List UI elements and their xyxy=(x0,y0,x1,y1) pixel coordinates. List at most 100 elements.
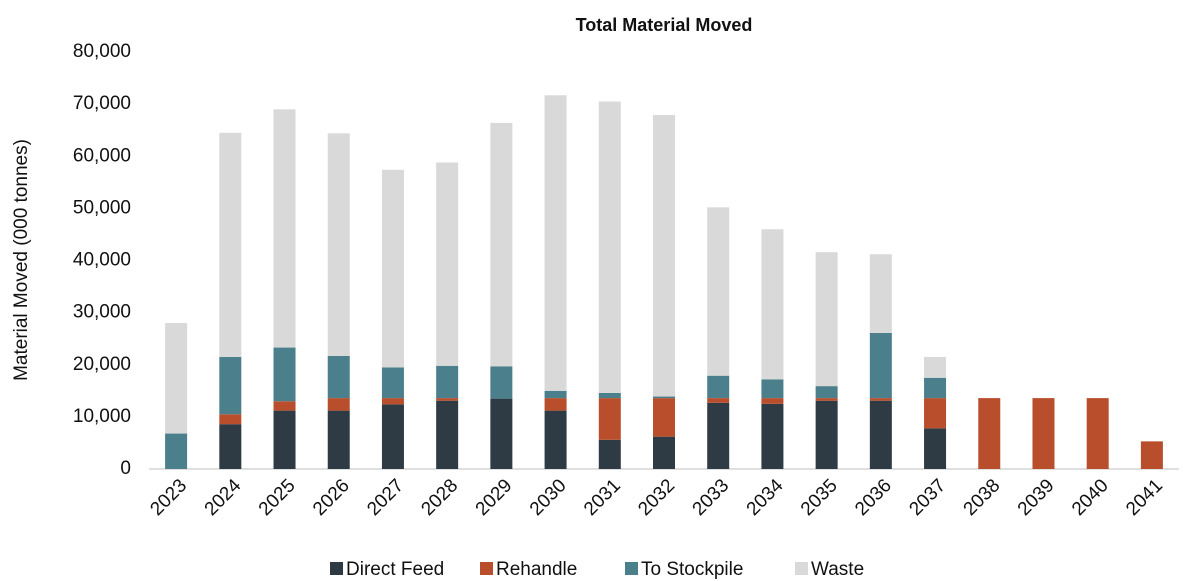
bar-segment xyxy=(490,398,513,469)
x-tick-label: 2031 xyxy=(580,475,625,520)
bar-segment xyxy=(598,439,621,469)
bar-segment xyxy=(653,115,675,397)
bar-segment xyxy=(924,356,947,378)
bar-segment xyxy=(707,402,730,469)
bar-segment xyxy=(598,101,621,393)
bar-segment xyxy=(490,122,513,367)
bar-segment xyxy=(761,229,784,380)
bar-segment xyxy=(381,169,404,368)
bar-segment xyxy=(707,375,730,399)
legend-label: Waste xyxy=(811,559,864,580)
y-tick-label: 50,000 xyxy=(73,197,131,218)
y-tick-label: 70,000 xyxy=(73,93,131,114)
x-tick-label: 2039 xyxy=(1014,475,1059,520)
bar-segment xyxy=(273,401,296,411)
bar-segment xyxy=(273,109,296,348)
bar-segment xyxy=(165,433,188,469)
bar-segment xyxy=(1140,441,1163,469)
bar-segment xyxy=(219,132,242,357)
y-tick-label: 20,000 xyxy=(73,354,131,375)
bar-segment xyxy=(707,207,730,376)
bar-segment xyxy=(381,404,404,469)
y-tick-label: 80,000 xyxy=(73,41,131,62)
x-tick-label: 2040 xyxy=(1068,475,1113,520)
x-tick-label: 2035 xyxy=(797,475,842,520)
bar-segment xyxy=(219,414,242,425)
bar-segment xyxy=(707,398,730,403)
bar-segment xyxy=(544,410,567,469)
legend-swatch xyxy=(330,562,343,575)
bar-segment xyxy=(869,254,892,333)
bar-segment xyxy=(436,162,459,366)
bar-segment xyxy=(815,252,838,387)
chart-title: Total Material Moved xyxy=(576,15,753,35)
legend-label: Direct Feed xyxy=(346,559,444,580)
x-tick-label: 2025 xyxy=(255,475,300,520)
bar-segment xyxy=(653,396,675,399)
x-tick-label: 2032 xyxy=(634,475,679,520)
bar-segment xyxy=(924,398,947,429)
bar-segment xyxy=(436,398,459,401)
bar-segment xyxy=(978,398,1001,469)
bar-segment xyxy=(924,377,947,399)
bar-segment xyxy=(869,332,892,399)
y-tick-label: 10,000 xyxy=(73,406,131,427)
bar-segment xyxy=(327,398,350,411)
bar-segment xyxy=(273,347,296,402)
bar-segment xyxy=(869,398,892,401)
bar-segment xyxy=(381,367,404,399)
bar-segment xyxy=(1032,398,1055,469)
x-tick-label: 2027 xyxy=(363,475,408,520)
x-tick-label: 2024 xyxy=(201,475,246,520)
bar-segment xyxy=(219,424,242,469)
bar-segment xyxy=(598,398,621,440)
bar-segment xyxy=(165,323,188,434)
bar-segment xyxy=(815,386,838,399)
x-tick-label: 2026 xyxy=(309,475,354,520)
x-tick-label: 2034 xyxy=(743,475,788,520)
bar-segment xyxy=(869,400,892,469)
legend-swatch xyxy=(625,562,638,575)
bar-segment xyxy=(653,436,675,469)
legend-label: Rehandle xyxy=(496,559,577,580)
bar-segment xyxy=(815,400,838,469)
x-tick-label: 2029 xyxy=(472,475,517,520)
bar-segment xyxy=(436,400,459,469)
y-tick-label: 30,000 xyxy=(73,302,131,323)
x-tick-label: 2023 xyxy=(146,475,191,520)
bar-segment xyxy=(1086,398,1109,469)
bar-segment xyxy=(273,410,296,469)
legend-swatch xyxy=(795,562,808,575)
x-tick-label: 2041 xyxy=(1122,475,1167,520)
y-axis-title: Material Moved (000 tonnes) xyxy=(11,139,32,381)
bar-segment xyxy=(598,392,621,399)
bar-segment xyxy=(219,356,242,415)
bar-segment xyxy=(327,133,350,356)
y-tick-label: 60,000 xyxy=(73,145,131,166)
bar-segment xyxy=(924,428,947,469)
bar-segment xyxy=(761,398,784,404)
bar-segment xyxy=(490,366,513,399)
y-tick-label: 40,000 xyxy=(73,250,131,271)
bar-segment xyxy=(653,398,675,437)
bar-segment xyxy=(327,410,350,469)
legend-swatch xyxy=(480,562,493,575)
x-tick-label: 2036 xyxy=(851,475,896,520)
y-tick-label: 0 xyxy=(120,458,131,479)
bar-segment xyxy=(815,398,838,401)
bar-segment xyxy=(381,398,404,405)
bar-segment xyxy=(327,355,350,399)
x-tick-label: 2028 xyxy=(417,475,462,520)
x-tick-label: 2030 xyxy=(526,475,571,520)
bar-segment xyxy=(544,390,567,399)
bar-segment xyxy=(761,379,784,399)
x-tick-label: 2037 xyxy=(905,475,950,520)
x-tick-label: 2038 xyxy=(960,475,1005,520)
legend-label: To Stockpile xyxy=(641,559,743,580)
bar-segment xyxy=(544,95,567,391)
bar-segment xyxy=(761,403,784,469)
bar-segment xyxy=(436,365,459,399)
x-tick-label: 2033 xyxy=(689,475,734,520)
bar-segment xyxy=(544,398,567,411)
